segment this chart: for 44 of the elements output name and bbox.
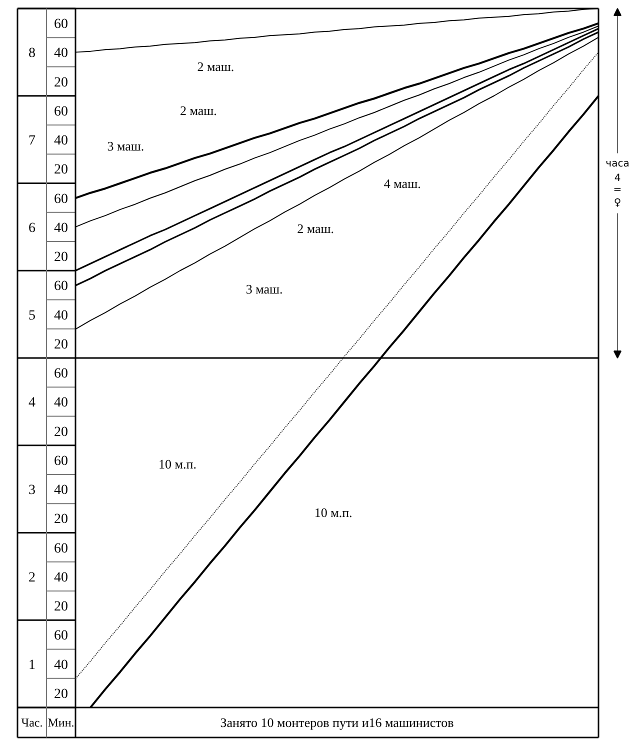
annotation: 2 маш.: [197, 59, 234, 74]
category-label: 40: [54, 220, 68, 236]
category-label: 60: [54, 192, 68, 207]
category-label: 60: [54, 454, 68, 469]
annotation: 3 маш.: [246, 281, 283, 296]
y-tick-label: 5: [28, 308, 36, 324]
category-label: 20: [54, 686, 68, 702]
category-label: 40: [54, 396, 68, 411]
y-tick-label: 8: [28, 46, 36, 62]
annotation: 2 маш.: [297, 221, 334, 236]
category-label: 40: [54, 658, 68, 673]
category-label: 20: [54, 337, 68, 352]
y2-axis-title: Мин.: [48, 716, 74, 730]
category-label: 20: [54, 162, 68, 178]
annotation: 3 маш.: [107, 138, 144, 154]
annotation: 10 м.п.: [314, 504, 352, 520]
annotation: 10 м.п.: [158, 456, 196, 472]
y-tick-label: 2: [28, 570, 36, 586]
category-label: 60: [54, 628, 68, 644]
y-tick-label: 3: [28, 483, 36, 498]
category-label: 60: [54, 279, 68, 294]
text: часа 4 = ♀: [606, 158, 630, 208]
text: Занято 10 монтеров пути и16 машинистов: [220, 715, 454, 730]
category-label: 60: [54, 104, 68, 120]
y-tick-label: 1: [28, 658, 36, 673]
annotation: 4 маш.: [384, 176, 421, 191]
category-label: 40: [54, 570, 68, 586]
category-label: 20: [54, 600, 68, 615]
annotation: 2 маш.: [180, 103, 217, 118]
category-label: 60: [54, 17, 68, 32]
category-label: 40: [54, 483, 68, 498]
y-tick-label: 7: [28, 134, 36, 149]
category-label: 60: [54, 366, 68, 382]
category-label: 40: [54, 308, 68, 324]
category-label: 20: [54, 424, 68, 440]
category-label: 20: [54, 75, 68, 90]
y-axis-title: Час.: [21, 716, 43, 730]
category-label: 40: [54, 46, 68, 62]
y-tick-label: 6: [28, 220, 36, 236]
category-label: 60: [54, 541, 68, 556]
category-label: 20: [54, 250, 68, 266]
category-label: 40: [54, 134, 68, 149]
category-label: 20: [54, 512, 68, 528]
y-tick-label: 4: [28, 396, 36, 411]
